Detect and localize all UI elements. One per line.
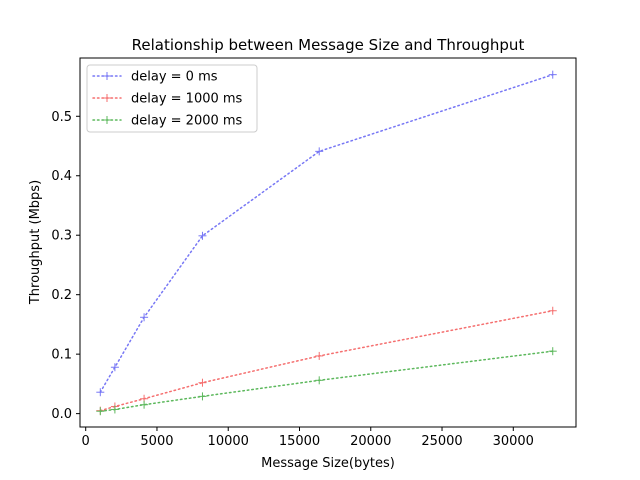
data-point [315,376,324,385]
data-point [198,392,207,401]
x-axis: 0 5000 10000 15000 20000 25000 30000 [82,427,534,449]
legend-items: delay = 0 ms delay = 1000 ms delay = 2000 … [92,70,243,129]
legend-label: delay = 0 ms [131,70,218,85]
legend-box [86,64,258,133]
legend-entry-0: delay = 0 ms [92,70,218,85]
data-point [548,70,557,79]
legend: delay = 0 ms delay = 1000 ms delay = 2000 … [86,64,258,133]
y-axis: 0.0 0.1 0.2 0.3 0.4 0.5 [51,110,80,422]
legend-marker [103,94,111,102]
y-tick-label: 0.5 [51,110,72,125]
x-tick-label: 10000 [208,434,249,449]
series-2 [96,347,557,416]
y-tick-label: 0.4 [51,169,72,184]
x-tick-label: 0 [82,434,90,449]
y-tick-label: 0.1 [51,348,72,363]
series-line [99,73,554,393]
x-tick-label: 15000 [279,434,320,449]
data-point [140,313,149,322]
series-line [99,309,554,412]
data-point [140,400,149,409]
data-point [198,378,207,387]
legend-marker [103,116,111,124]
data-point [96,407,105,416]
data-point [548,306,557,315]
x-tick-label: 25000 [421,434,462,449]
plot-area-frame [79,57,577,428]
legend-label: delay = 1000 ms [131,92,243,107]
data-point [96,388,105,397]
data-point [548,347,557,356]
x-axis-label: Message Size(bytes) [261,456,395,471]
legend-marker [103,72,111,80]
chart-title: Relationship between Message Size and Th… [132,36,525,54]
legend-entry-2: delay = 2000 ms [92,114,243,129]
series-layer [96,70,557,416]
series-0 [96,70,557,397]
y-tick-label: 0.2 [51,288,72,303]
data-point [315,351,324,360]
y-axis-label: Throughput (Mbps) [28,180,43,305]
data-point [110,405,119,414]
legend-entry-1: delay = 1000 ms [92,92,243,107]
series-line [99,350,554,412]
data-point [110,363,119,372]
legend-label: delay = 2000 ms [131,114,243,129]
y-tick-label: 0.3 [51,229,72,244]
x-tick-label: 30000 [493,434,534,449]
x-tick-label: 20000 [350,434,391,449]
y-tick-label: 0.0 [51,407,72,422]
x-tick-label: 5000 [140,434,173,449]
data-point [315,147,324,156]
data-point [198,231,207,240]
